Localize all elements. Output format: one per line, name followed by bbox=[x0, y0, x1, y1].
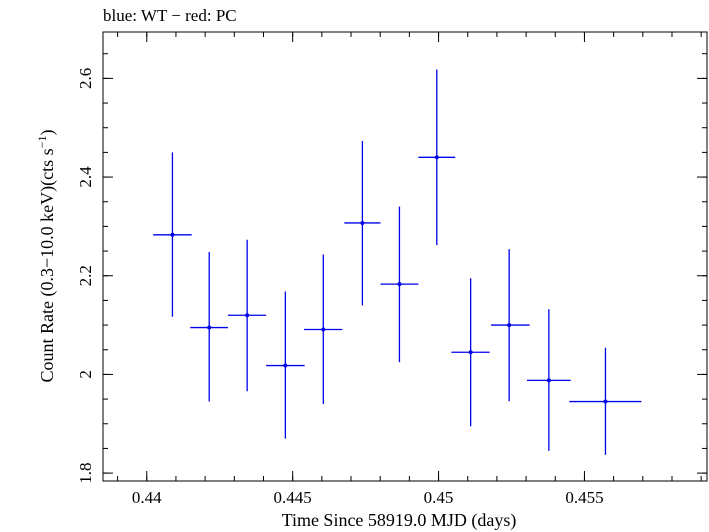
point-marker bbox=[283, 363, 288, 368]
point-marker bbox=[170, 232, 175, 237]
y-tick-label: 2 bbox=[76, 370, 95, 379]
y-axis-label: Count Rate (0.3−10.0 keV)(cts s−1) bbox=[35, 130, 58, 383]
point-marker bbox=[603, 399, 608, 404]
point-marker bbox=[321, 327, 326, 332]
chart-title: blue: WT − red: PC bbox=[103, 6, 237, 25]
y-tick-label: 1.8 bbox=[76, 462, 95, 483]
data-point bbox=[380, 206, 419, 363]
x-tick-label: 0.44 bbox=[132, 488, 162, 507]
x-tick-label: 0.445 bbox=[274, 488, 312, 507]
y-axis-label-main: Count Rate (0.3−10.0 keV)(cts s bbox=[37, 148, 58, 382]
data-point bbox=[451, 278, 490, 427]
data-point bbox=[418, 69, 456, 246]
point-marker bbox=[245, 313, 250, 318]
point-marker bbox=[507, 323, 512, 328]
point-marker bbox=[468, 350, 473, 355]
plot-frame bbox=[102, 31, 708, 482]
data-series-wt bbox=[153, 69, 642, 455]
data-point bbox=[153, 152, 192, 317]
data-point bbox=[344, 141, 381, 306]
point-marker bbox=[207, 325, 212, 330]
data-point bbox=[526, 309, 571, 451]
data-point bbox=[569, 347, 642, 455]
point-marker bbox=[434, 155, 439, 160]
y-tick-label: 2.6 bbox=[76, 68, 95, 89]
x-tick-label: 0.455 bbox=[565, 488, 603, 507]
data-point bbox=[491, 249, 530, 402]
x-axis-label: Time Since 58919.0 MJD (days) bbox=[282, 510, 517, 531]
data-point bbox=[190, 252, 228, 402]
y-tick-label: 2.4 bbox=[76, 166, 95, 188]
y-axis-label-end: ) bbox=[37, 130, 58, 136]
y-tick-label: 2.2 bbox=[76, 265, 95, 286]
axis-ticks: 0.44 0.445 0.45 0.455 1.8 2 2.2 2.4 2.6 bbox=[76, 32, 707, 507]
point-marker bbox=[546, 378, 551, 383]
y-axis-label-superscript: −1 bbox=[35, 136, 49, 149]
point-marker bbox=[397, 282, 402, 287]
point-marker bbox=[360, 220, 365, 225]
data-point bbox=[266, 291, 305, 439]
data-point bbox=[304, 254, 343, 405]
data-point bbox=[227, 239, 267, 392]
x-tick-label: 0.45 bbox=[424, 488, 454, 507]
